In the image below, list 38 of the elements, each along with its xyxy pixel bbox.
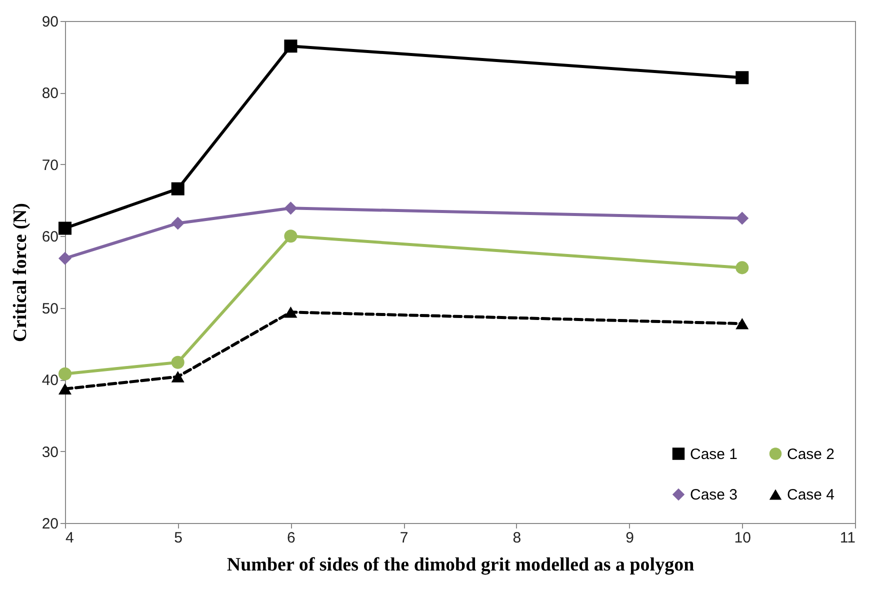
legend-label: Case 4 [787,486,835,504]
legend-label: Case 1 [690,446,738,463]
point [58,222,72,235]
point [736,261,749,274]
x-tick-label: 9 [626,530,634,546]
y-tick-label: 70 [42,156,58,174]
x-axis-title: Number of sides of the dimobd grit modelled as a polygon [226,554,695,576]
y-tick-label: 90 [42,14,58,30]
point [736,71,749,84]
y-tick-label: 80 [42,85,58,102]
y-tick-label: 30 [42,444,58,461]
point [736,212,749,225]
x-tick-label: 7 [400,530,408,546]
point [284,40,298,53]
x-tick-label: 4 [66,530,74,546]
y-tick-label: 60 [42,228,58,246]
x-tick-label: 10 [734,530,751,546]
y-tick-label: 50 [42,300,58,318]
point [171,216,184,230]
point [58,367,72,380]
y-axis-title: Critical force (N) [10,203,31,342]
y-tick-label: 20 [42,516,58,532]
point [171,371,184,382]
point [171,182,184,196]
point [171,356,184,369]
point [284,230,298,243]
x-tick-label: 5 [174,530,183,546]
point [284,306,298,318]
point [736,318,749,330]
legend-label: Case 3 [690,486,738,504]
point [58,383,72,395]
point [58,252,72,265]
x-tick-label: 8 [512,530,522,546]
y-tick-label: 40 [42,372,58,390]
point [284,202,298,215]
legend-label: Case 2 [787,446,835,463]
x-tick-label: 6 [287,530,296,546]
x-tick-label: 11 [840,530,856,546]
